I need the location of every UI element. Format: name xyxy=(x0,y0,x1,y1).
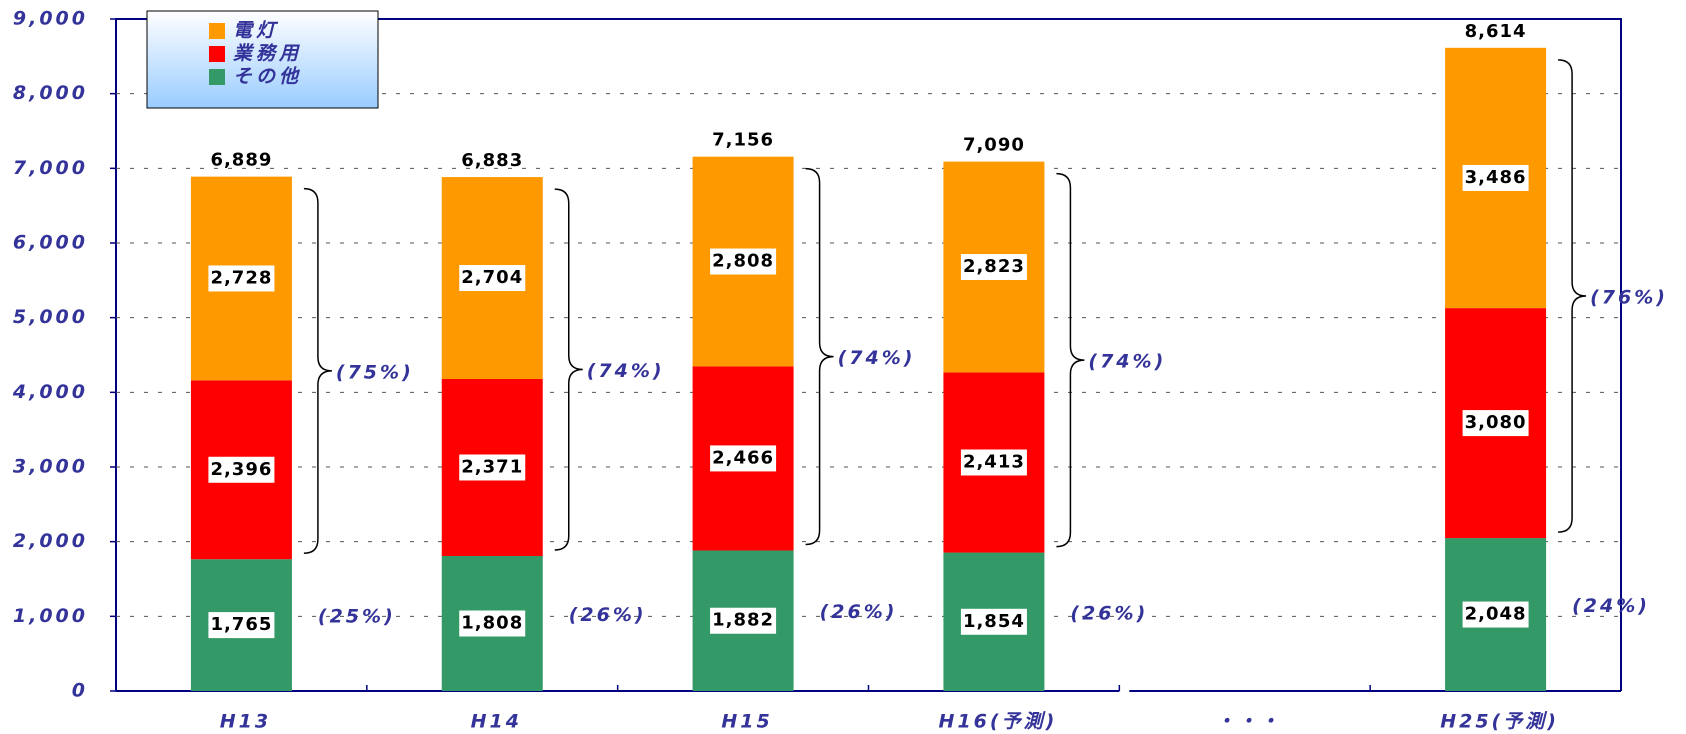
value-label: 2,371 xyxy=(461,456,523,477)
value-label: 3,486 xyxy=(1465,167,1527,188)
x-tick-label: H15 xyxy=(721,711,772,733)
label-bg xyxy=(960,608,1027,635)
share-label: (24%) xyxy=(1572,595,1650,617)
legend-label: 業務用 xyxy=(233,43,302,65)
share-label: (26%) xyxy=(1070,602,1148,624)
plot-frame xyxy=(115,18,1622,691)
brace xyxy=(1056,172,1085,548)
legend-swatch xyxy=(209,46,225,62)
legend-box xyxy=(146,10,379,109)
value-label: 3,080 xyxy=(1465,412,1527,433)
total-label: 7,090 xyxy=(963,135,1025,156)
value-label: 1,854 xyxy=(963,611,1025,632)
legend-swatch xyxy=(209,69,225,85)
y-tick-label: 7,000 xyxy=(13,157,88,179)
label-bg xyxy=(960,254,1027,281)
legend-label: その他 xyxy=(233,66,302,88)
brace xyxy=(554,188,583,551)
share-label: (74%) xyxy=(1088,351,1166,373)
value-label: 2,728 xyxy=(210,267,272,288)
y-tick-label: 5,000 xyxy=(13,306,88,328)
total-label: 8,614 xyxy=(1465,21,1527,42)
legend-label: 電灯 xyxy=(233,20,279,42)
y-tick-label: 8,000 xyxy=(13,82,88,104)
label-bg xyxy=(1462,410,1529,437)
y-tick-label: 4,000 xyxy=(12,381,88,403)
label-bg xyxy=(710,445,777,472)
share-label: (75%) xyxy=(336,361,414,383)
label-bg xyxy=(1462,164,1529,191)
brace xyxy=(805,167,834,546)
value-label: 2,808 xyxy=(712,251,774,272)
x-tick-label: H25(予測) xyxy=(1440,711,1559,733)
value-label: 2,466 xyxy=(712,447,774,468)
y-tick-label: 1,000 xyxy=(13,605,88,627)
value-label: 1,765 xyxy=(210,614,272,635)
share-label: (26%) xyxy=(820,601,898,623)
value-label: 2,823 xyxy=(963,256,1025,277)
share-label: (25%) xyxy=(318,606,396,628)
value-label: 2,048 xyxy=(1465,604,1527,625)
y-tick-label: 0 xyxy=(72,680,88,702)
share-label: (26%) xyxy=(569,604,647,626)
legend-swatch xyxy=(209,23,225,39)
total-label: 7,156 xyxy=(712,130,774,151)
value-label: 1,882 xyxy=(712,610,774,631)
label-bg xyxy=(208,456,275,483)
x-tick-label: H16(予測) xyxy=(939,711,1058,733)
x-tick-label: H13 xyxy=(220,711,271,733)
y-tick-label: 6,000 xyxy=(13,232,88,254)
label-bg xyxy=(1462,601,1529,628)
value-label: 2,396 xyxy=(210,459,272,480)
y-tick-label: 9,000 xyxy=(13,8,88,30)
label-bg xyxy=(459,610,526,637)
value-label: 1,808 xyxy=(461,613,523,634)
brace xyxy=(1558,59,1587,533)
total-label: 6,883 xyxy=(461,150,523,171)
share-label: (74%) xyxy=(587,360,665,382)
label-bg xyxy=(208,265,275,292)
share-label: (74%) xyxy=(838,347,916,369)
label-bg xyxy=(459,454,526,481)
x-tick-label: H14 xyxy=(471,711,522,733)
label-bg xyxy=(960,449,1027,476)
label-bg xyxy=(710,248,777,275)
label-bg xyxy=(459,265,526,292)
value-label: 2,413 xyxy=(963,451,1025,472)
x-tick-label: ・・・ xyxy=(1216,711,1282,733)
y-tick-label: 2,000 xyxy=(13,530,88,552)
total-label: 6,889 xyxy=(210,150,272,171)
share-label: (76%) xyxy=(1590,286,1668,308)
label-bg xyxy=(710,607,777,634)
y-tick-label: 3,000 xyxy=(13,456,88,478)
value-label: 2,704 xyxy=(461,267,523,288)
label-bg xyxy=(208,612,275,639)
